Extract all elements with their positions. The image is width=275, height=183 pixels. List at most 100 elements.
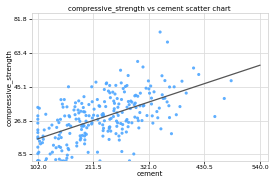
Point	[125, 84, 129, 87]
Point	[55, 119, 60, 122]
Point	[122, 90, 127, 93]
Point	[57, 145, 61, 148]
Point	[120, 150, 124, 153]
Point	[167, 85, 172, 88]
Point	[163, 79, 167, 82]
Point	[84, 133, 89, 136]
Point	[79, 128, 84, 131]
Point	[101, 112, 105, 115]
Point	[86, 124, 91, 127]
Point	[36, 159, 40, 162]
Point	[97, 122, 102, 125]
Point	[82, 95, 86, 98]
Point	[81, 125, 86, 128]
Point	[116, 121, 120, 124]
Point	[90, 121, 94, 124]
Point	[125, 118, 129, 121]
Point	[120, 111, 125, 114]
Point	[116, 106, 120, 109]
Point	[38, 142, 43, 145]
Point	[85, 126, 89, 129]
Point	[87, 114, 91, 117]
Point	[119, 81, 123, 84]
Point	[116, 114, 120, 117]
Point	[126, 74, 130, 77]
Point	[119, 122, 123, 125]
Point	[79, 125, 84, 128]
Point	[66, 147, 70, 150]
Point	[94, 81, 98, 84]
Point	[109, 117, 113, 120]
Point	[169, 132, 174, 135]
Point	[128, 107, 133, 110]
Point	[123, 85, 128, 88]
Point	[57, 121, 61, 124]
Point	[53, 136, 57, 139]
Point	[138, 111, 142, 114]
Point	[114, 132, 118, 135]
Point	[150, 114, 155, 117]
Point	[117, 139, 122, 141]
Point	[43, 113, 48, 116]
Point	[130, 121, 134, 124]
Point	[101, 135, 105, 138]
Point	[133, 102, 138, 104]
Point	[124, 119, 128, 122]
Point	[107, 127, 111, 130]
Point	[36, 114, 40, 117]
Point	[86, 151, 90, 154]
Point	[124, 130, 128, 133]
Point	[75, 141, 79, 144]
Point	[77, 117, 81, 120]
Point	[112, 100, 116, 102]
Point	[167, 116, 172, 119]
Point	[98, 105, 102, 108]
Point	[119, 98, 124, 101]
Point	[120, 123, 125, 126]
Point	[90, 117, 95, 119]
Point	[84, 120, 88, 123]
Point	[57, 134, 62, 137]
Point	[114, 84, 118, 87]
Point	[157, 107, 161, 110]
Point	[213, 115, 217, 118]
Point	[74, 118, 78, 121]
Point	[62, 98, 67, 101]
Point	[114, 120, 119, 123]
Point	[136, 95, 140, 98]
Point	[65, 143, 69, 146]
Point	[51, 144, 56, 147]
Point	[149, 102, 154, 105]
Point	[65, 105, 69, 108]
Point	[101, 129, 105, 132]
Point	[67, 123, 71, 126]
Point	[104, 81, 109, 84]
Point	[147, 92, 152, 95]
Point	[112, 109, 116, 112]
Point	[67, 114, 71, 117]
Point	[73, 113, 77, 116]
Point	[59, 136, 64, 139]
Point	[82, 111, 87, 113]
Point	[133, 94, 137, 97]
Point	[72, 109, 76, 111]
Point	[160, 74, 164, 77]
Point	[184, 92, 188, 95]
Point	[138, 92, 142, 95]
Point	[91, 114, 96, 117]
Point	[36, 135, 40, 138]
Point	[57, 158, 62, 161]
Point	[106, 130, 110, 133]
Point	[47, 127, 51, 130]
Point	[36, 118, 40, 121]
Point	[36, 128, 40, 131]
Point	[112, 102, 117, 105]
Point	[118, 69, 123, 72]
Point	[127, 159, 132, 162]
Point	[159, 127, 163, 130]
Point	[81, 110, 86, 113]
Point	[140, 119, 144, 122]
Point	[73, 105, 77, 108]
Point	[89, 123, 94, 126]
Point	[115, 111, 119, 114]
